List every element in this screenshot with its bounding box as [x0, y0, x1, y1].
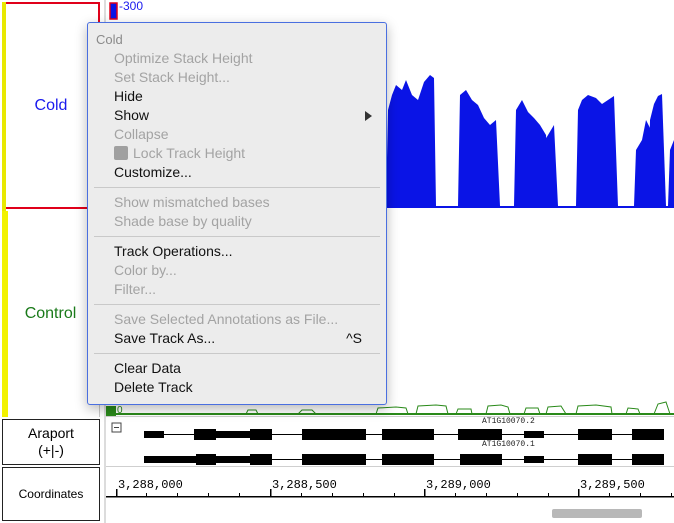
menu-header: Cold: [96, 32, 123, 47]
cold-coverage-6: [634, 120, 652, 206]
menu-item-lock-track-height[interactable]: Lock Track Height: [88, 144, 386, 163]
menu-separator: [94, 236, 380, 237]
menu-item-save-track-as[interactable]: Save Track As... ^S: [88, 329, 386, 348]
cold-coverage-2: [458, 90, 500, 206]
cold-scale-label: -300: [119, 0, 144, 13]
annotation-track-divider: [106, 466, 674, 467]
menu-item-save-selected-annotations[interactable]: Save Selected Annotations as File...: [114, 311, 339, 327]
track-name-araport-strand: (+|-): [38, 442, 64, 458]
control-scale-label: 0: [117, 405, 123, 416]
menu-item-hide[interactable]: Hide: [114, 88, 143, 104]
menu-item-show[interactable]: Show: [88, 106, 386, 125]
ruler-tick-label-3: 3,289,000: [426, 478, 491, 492]
track-context-menu: Cold Optimize Stack Height Set Stack Hei…: [87, 22, 387, 405]
cold-coverage-1: [386, 75, 436, 206]
menu-separator: [94, 353, 380, 354]
coordinate-ruler: [106, 489, 674, 498]
menu-item-color-by[interactable]: Color by...: [114, 262, 177, 278]
cold-coverage-8: [668, 140, 674, 206]
menu-item-shade-base-by-quality[interactable]: Shade base by quality: [114, 213, 252, 229]
menu-item-collapse[interactable]: Collapse: [114, 126, 169, 142]
track-name-araport-label: Araport: [28, 425, 74, 441]
menu-item-customize[interactable]: Customize...: [114, 164, 192, 180]
gene-model-1: [144, 429, 664, 440]
menu-item-delete-track[interactable]: Delete Track: [114, 379, 193, 395]
cold-coverage-5: [576, 95, 618, 206]
menu-item-show-label: Show: [114, 107, 150, 123]
gene-label-1: AT1G10070.2: [482, 417, 535, 426]
menu-item-optimize-stack-height[interactable]: Optimize Stack Height: [114, 50, 253, 66]
submenu-arrow-icon: [365, 111, 372, 121]
control-track-divider: [106, 416, 674, 417]
menu-separator: [94, 187, 380, 188]
menu-item-save-track-as-label: Save Track As...: [114, 330, 216, 346]
track-name-coordinates[interactable]: Coordinates: [2, 467, 100, 521]
track-name-araport[interactable]: Araport (+|-): [2, 419, 100, 465]
ruler-tick-label-2: 3,288,500: [272, 478, 337, 492]
menu-item-set-stack-height[interactable]: Set Stack Height...: [114, 69, 230, 85]
cold-baseline: [106, 206, 674, 208]
track-name-cold-label: Cold: [34, 96, 68, 114]
horizontal-scrollbar-thumb[interactable]: [552, 509, 642, 518]
track-name-cold[interactable]: Cold: [2, 2, 100, 211]
save-track-shortcut: ^S: [346, 330, 362, 346]
gene-model-2: [144, 454, 664, 465]
gene-label-2: AT1G10070.1: [482, 440, 535, 449]
cold-scale-marker: [109, 2, 118, 20]
track-name-control-label: Control: [24, 305, 77, 322]
menu-separator: [94, 304, 380, 305]
control-scale-marker: [106, 406, 116, 416]
control-coverage: [245, 401, 671, 415]
menu-item-track-operations[interactable]: Track Operations...: [114, 243, 233, 259]
ruler-tick-label-1: 3,288,000: [118, 478, 183, 492]
ruler-tick-label-4: 3,289,500: [580, 478, 645, 492]
cold-coverage-4: [522, 125, 558, 206]
control-baseline: [106, 413, 674, 415]
checkbox-icon: [114, 146, 128, 160]
menu-item-show-mismatched-bases[interactable]: Show mismatched bases: [114, 194, 270, 210]
collapse-minus-glyph: [114, 427, 119, 428]
menu-item-clear-data[interactable]: Clear Data: [114, 360, 181, 376]
cold-coverage-7: [648, 94, 666, 206]
menu-item-lock-track-height-label: Lock Track Height: [133, 145, 246, 161]
track-name-control[interactable]: Control: [2, 211, 100, 417]
track-name-coordinates-label: Coordinates: [18, 487, 84, 501]
menu-item-filter[interactable]: Filter...: [114, 281, 157, 297]
